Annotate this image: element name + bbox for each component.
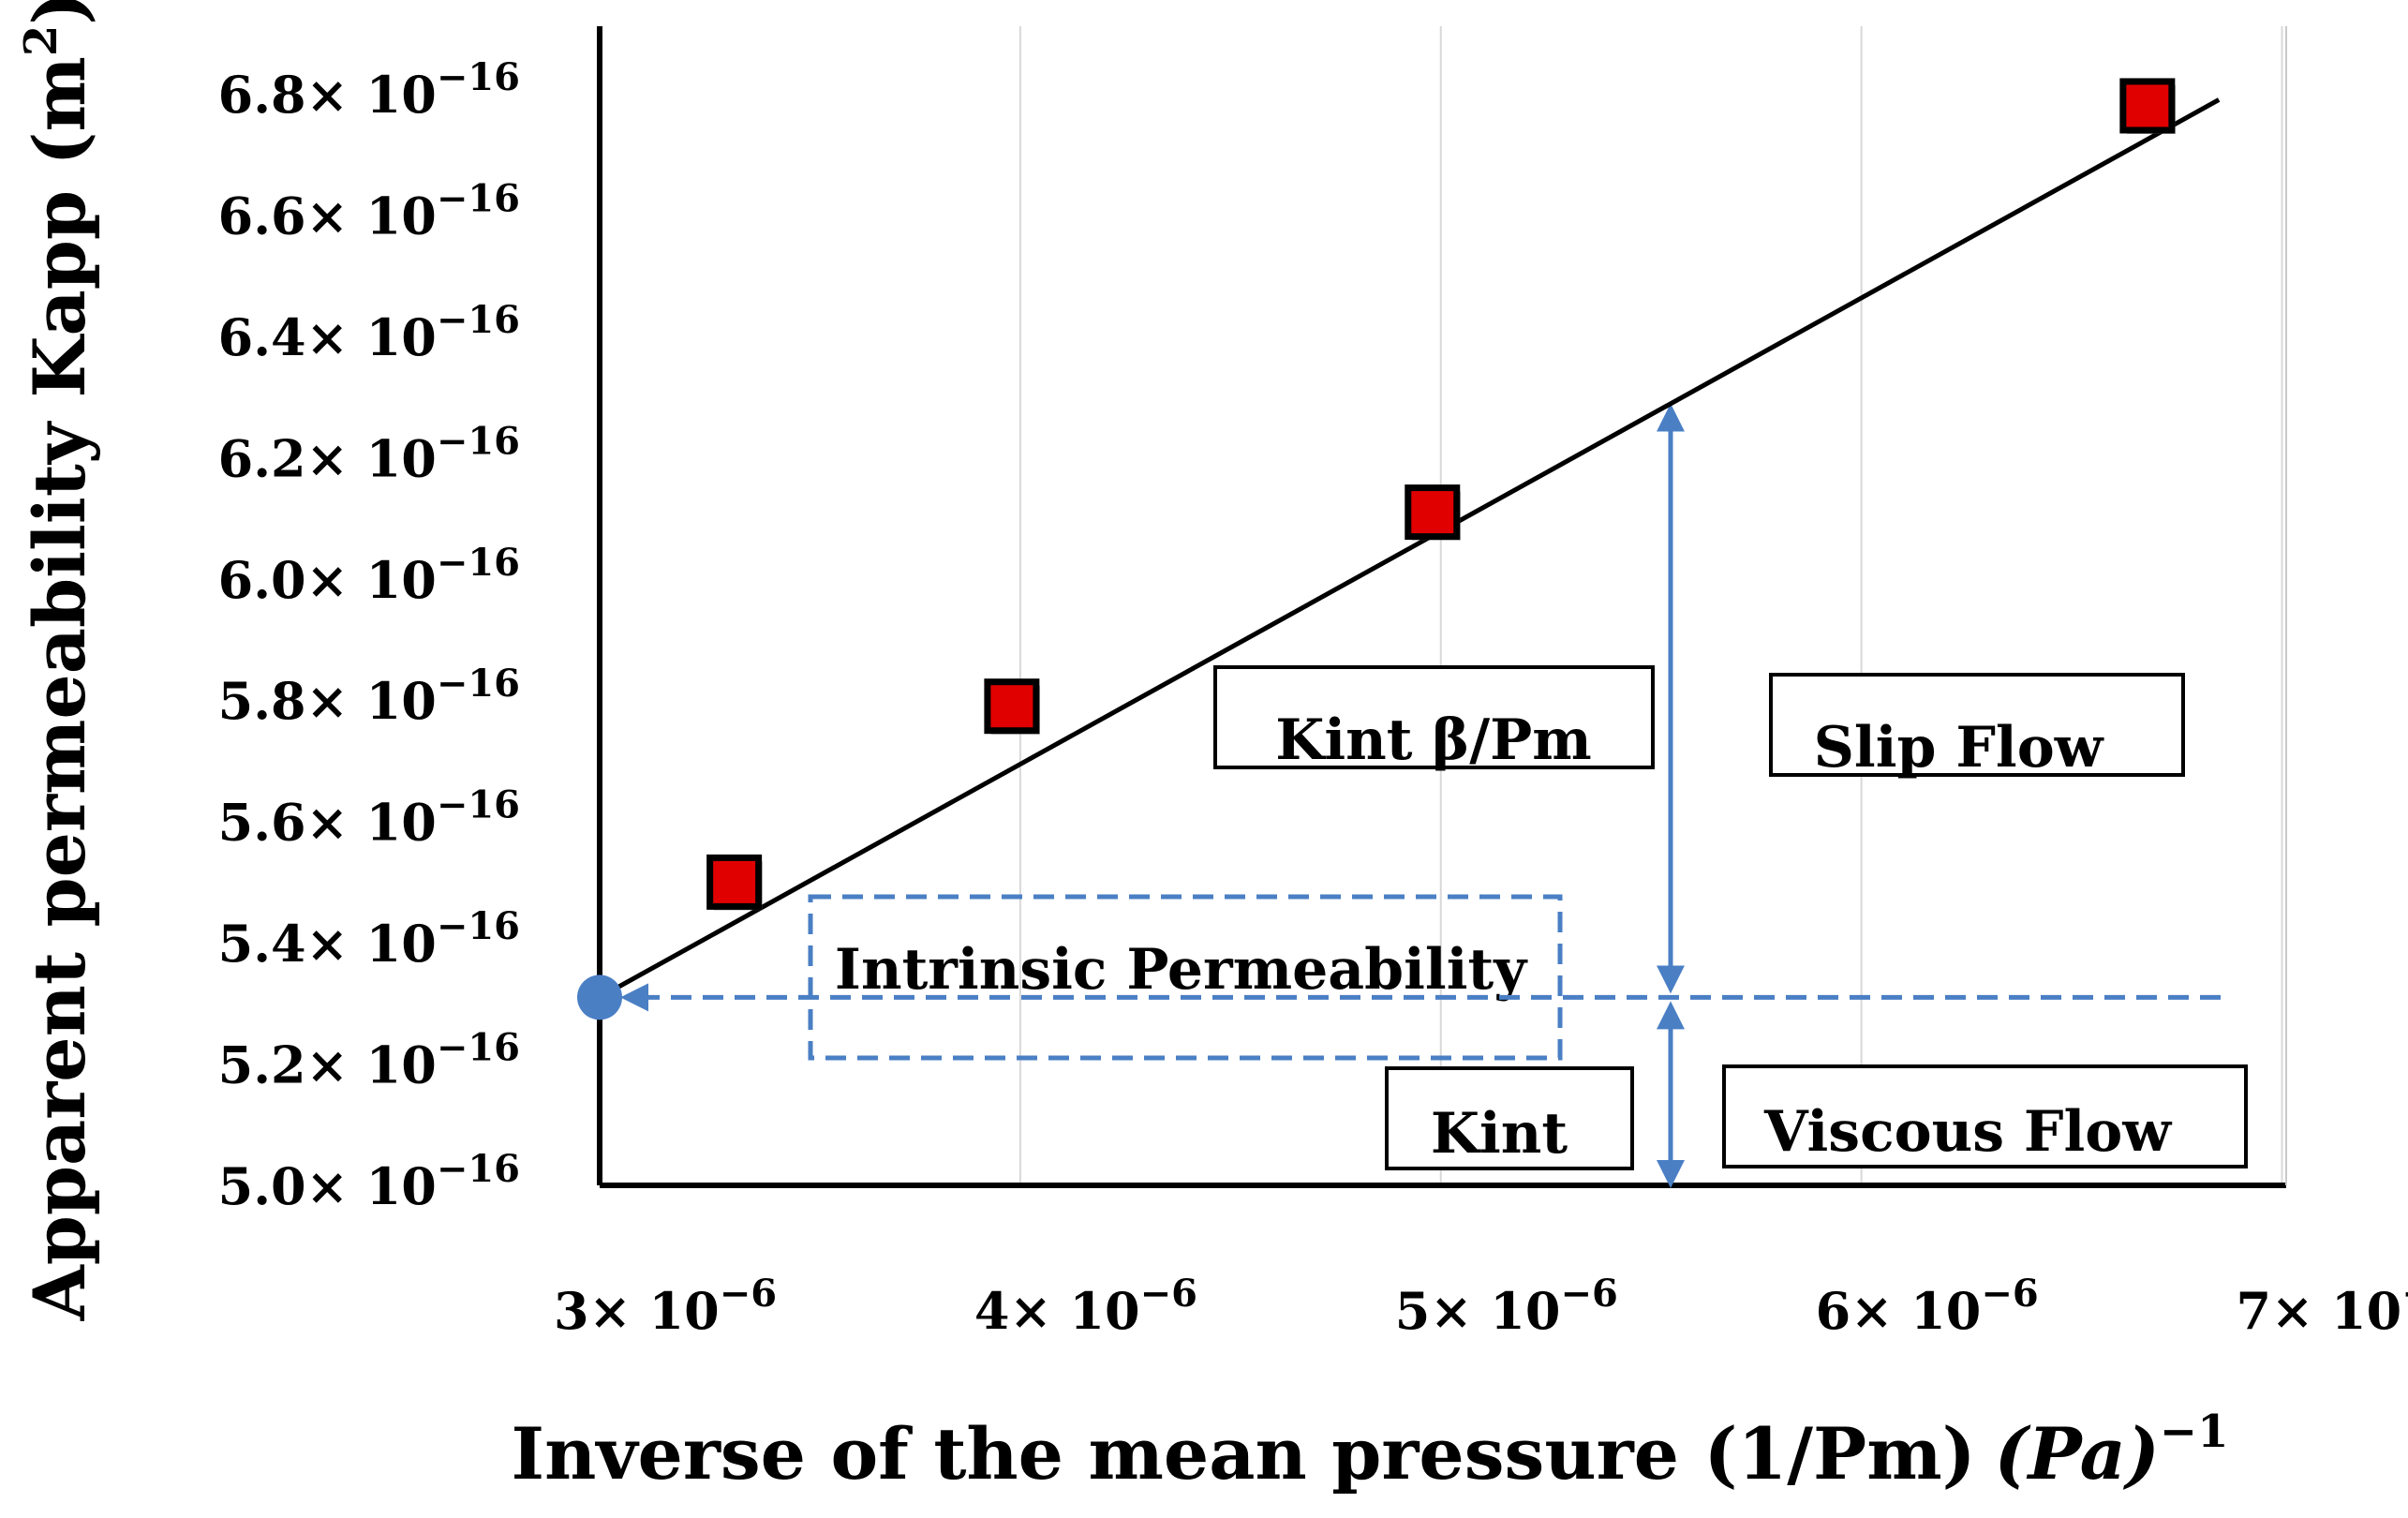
y-tick-label-6.0: 6.0× 10−16 <box>218 541 520 610</box>
slip-flow-box <box>1769 673 2185 777</box>
kint-label: Kint <box>1431 1101 1568 1167</box>
y-tick-label-5.4: 5.4× 10−16 <box>218 904 520 974</box>
y-tick-label-5.6: 5.6× 10−16 <box>218 783 520 853</box>
y-tick-label-6.6: 6.6× 10−16 <box>218 176 520 246</box>
intrinsic-permeability-box <box>808 894 1563 1061</box>
intercept-point <box>577 975 622 1020</box>
x-axis-title-exp: −1 <box>2160 1406 2229 1458</box>
x-tick-label-5: 5× 10−6 <box>1395 1272 1618 1341</box>
x-tick-label-7: 7× 10−6 <box>2236 1272 2408 1341</box>
x-axis-title-main: Inverse of the mean pressure (1/Pm) <box>512 1412 1976 1496</box>
kint-box <box>1385 1066 1634 1170</box>
data-point-2 <box>984 678 1040 735</box>
y-tick-label-5.8: 5.8× 10−16 <box>218 662 520 731</box>
x-tick-label-3: 3× 10−6 <box>554 1272 777 1341</box>
y-axis-title-main: Apparent permeability Kapp (m <box>18 56 101 1321</box>
y-tick-label-6.2: 6.2× 10−16 <box>218 419 520 488</box>
x-tick-labels: 3× 10−6 4× 10−6 5× 10−6 6× 10−6 7× 10−6 <box>554 1272 2408 1341</box>
data-point-4 <box>2119 78 2176 134</box>
y-tick-label-5.2: 5.2× 10−16 <box>218 1026 520 1095</box>
data-points <box>706 78 2176 911</box>
y-tick-label-5.0: 5.0× 10−16 <box>218 1147 520 1216</box>
x-tick-label-4: 4× 10−6 <box>974 1272 1197 1341</box>
kint-beta-box <box>1213 665 1655 769</box>
data-point-3 <box>1405 484 1461 541</box>
vertical-gridlines <box>1018 26 2283 1185</box>
y-axis-title: Apparent permeability Kapp (m2) <box>15 0 101 1321</box>
y-tick-label-6.8: 6.8× 10−16 <box>218 55 520 125</box>
x-axis-title-unit: (Pa) <box>1995 1412 2160 1496</box>
y-axis-title-exp: 2 <box>15 25 67 56</box>
x-tick-label-6: 6× 10−6 <box>1816 1272 2039 1341</box>
slip-flow-label: Slip Flow <box>1814 715 2104 781</box>
y-tick-label-6.4: 6.4× 10−16 <box>218 298 520 367</box>
regime-arrows <box>620 403 2221 1188</box>
viscous-flow-label: Viscous Flow <box>1763 1099 2172 1165</box>
linear-fit-line <box>598 97 2221 1000</box>
y-axis-title-close: ) <box>18 0 101 25</box>
y-tick-labels: 5.0× 10−16 5.2× 10−16 5.4× 10−16 5.6× 10−16… <box>218 55 520 1216</box>
kint-beta-label: Kint β/Pm <box>1275 707 1592 773</box>
x-axis-title: Inverse of the mean pressure (1/Pm) (Pa)−… <box>512 1406 2229 1496</box>
viscous-flow-box <box>1722 1064 2248 1168</box>
intrinsic-permeability-label: Intrinsic Permeability <box>835 937 1528 1003</box>
data-point-1 <box>706 854 763 910</box>
